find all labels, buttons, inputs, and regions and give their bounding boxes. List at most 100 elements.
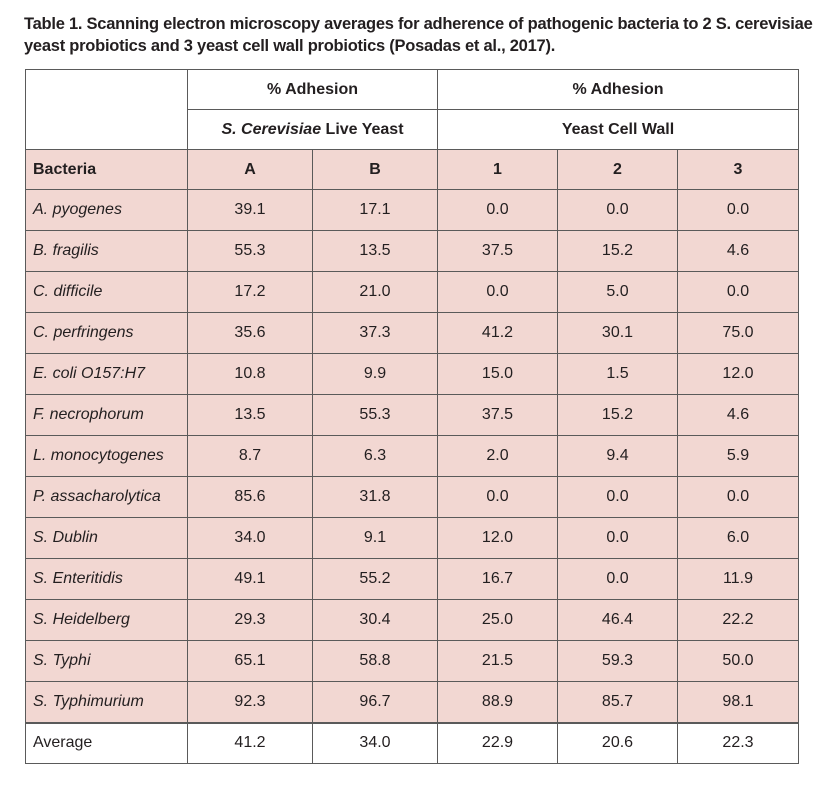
adhesion-value: 0.0 (557, 476, 678, 518)
adhesion-value: 0.0 (437, 476, 558, 518)
adhesion-value: 98.1 (677, 681, 799, 723)
adhesion-value: 37.5 (437, 394, 558, 436)
adhesion-value: 0.0 (557, 558, 678, 600)
adhesion-value: 85.6 (187, 476, 313, 518)
adhesion-value: 96.7 (312, 681, 438, 723)
adhesion-value: 0.0 (557, 189, 678, 231)
subheader-species: S. Cerevisiae (221, 120, 322, 138)
average-cell: 20.6 (557, 721, 678, 764)
bacteria-name: E. coli O157:H7 (25, 353, 188, 395)
adhesion-value: 0.0 (557, 517, 678, 559)
bacteria-name: S. Dublin (25, 517, 188, 559)
bacteria-name: A. pyogenes (25, 189, 188, 231)
adhesion-value: 92.3 (187, 681, 313, 723)
adhesion-value: 25.0 (437, 599, 558, 641)
table-row: C. perfringens 35.6 37.3 41.2 30.1 75.0 (25, 312, 799, 354)
adhesion-value: 13.5 (187, 394, 313, 436)
average-label: Average (25, 721, 188, 764)
column-header-3: 3 (677, 149, 799, 190)
adhesion-value: 39.1 (187, 189, 313, 231)
adhesion-value: 9.1 (312, 517, 438, 559)
table-row: L. monocytogenes 8.7 6.3 2.0 9.4 5.9 (25, 435, 799, 477)
adhesion-value: 4.6 (677, 230, 799, 272)
adhesion-value: 13.5 (312, 230, 438, 272)
adhesion-value: 30.4 (312, 599, 438, 641)
column-header-2: 2 (557, 149, 678, 190)
adhesion-value: 0.0 (437, 271, 558, 313)
table-row: F. necrophorum 13.5 55.3 37.5 15.2 4.6 (25, 394, 799, 436)
average-cell: 22.3 (677, 721, 799, 764)
adhesion-value: 2.0 (437, 435, 558, 477)
adhesion-value: 0.0 (437, 189, 558, 231)
table-row: A. pyogenes 39.1 17.1 0.0 0.0 0.0 (25, 189, 799, 231)
adhesion-value: 16.7 (437, 558, 558, 600)
table-row: S. Heidelberg 29.3 30.4 25.0 46.4 22.2 (25, 599, 799, 641)
group-header-live-yeast: % Adhesion (187, 69, 438, 110)
bacteria-name: C. perfringens (25, 312, 188, 354)
bacteria-name: S. Typhi (25, 640, 188, 682)
adhesion-value: 8.7 (187, 435, 313, 477)
average-cell: 41.2 (187, 721, 313, 764)
bacteria-name: S. Enteritidis (25, 558, 188, 600)
subheader-cell-wall: Yeast Cell Wall (437, 109, 799, 150)
adhesion-value: 9.9 (312, 353, 438, 395)
adhesion-value: 4.6 (677, 394, 799, 436)
table-row: E. coli O157:H7 10.8 9.9 15.0 1.5 12.0 (25, 353, 799, 395)
table-row: C. difficile 17.2 21.0 0.0 5.0 0.0 (25, 271, 799, 313)
adhesion-value: 12.0 (677, 353, 799, 395)
subheader-live-yeast-label: Live Yeast (321, 120, 404, 138)
adhesion-value: 46.4 (557, 599, 678, 641)
bacteria-name: S. Typhimurium (25, 681, 188, 723)
group-header-cell-wall: % Adhesion (437, 69, 799, 110)
adhesion-value: 85.7 (557, 681, 678, 723)
adhesion-value: 31.8 (312, 476, 438, 518)
adhesion-value: 55.2 (312, 558, 438, 600)
table-row: S. Typhimurium 92.3 96.7 88.9 85.7 98.1 (25, 681, 799, 723)
column-header-bacteria: Bacteria (25, 149, 188, 190)
adhesion-value: 15.2 (557, 230, 678, 272)
adhesion-value: 21.0 (312, 271, 438, 313)
adhesion-value: 34.0 (187, 517, 313, 559)
adhesion-value: 17.2 (187, 271, 313, 313)
table-row: P. assacharolytica 85.6 31.8 0.0 0.0 0.0 (25, 476, 799, 518)
column-header-1: 1 (437, 149, 558, 190)
bacteria-name: S. Heidelberg (25, 599, 188, 641)
average-cell: 34.0 (312, 721, 438, 764)
column-header-b: B (312, 149, 438, 190)
adhesion-value: 0.0 (677, 189, 799, 231)
adhesion-value: 12.0 (437, 517, 558, 559)
adhesion-value: 37.3 (312, 312, 438, 354)
adhesion-value: 30.1 (557, 312, 678, 354)
adhesion-value: 41.2 (437, 312, 558, 354)
adhesion-value: 6.3 (312, 435, 438, 477)
adhesion-value: 88.9 (437, 681, 558, 723)
adhesion-value: 37.5 (437, 230, 558, 272)
adhesion-value: 50.0 (677, 640, 799, 682)
adhesion-value: 21.5 (437, 640, 558, 682)
table-row: S. Enteritidis 49.1 55.2 16.7 0.0 11.9 (25, 558, 799, 600)
bacteria-name: L. monocytogenes (25, 435, 188, 477)
bacteria-name: F. necrophorum (25, 394, 188, 436)
adhesion-value: 58.8 (312, 640, 438, 682)
adhesion-value: 35.6 (187, 312, 313, 354)
adhesion-value: 1.5 (557, 353, 678, 395)
adhesion-value: 0.0 (677, 271, 799, 313)
adhesion-value: 5.0 (557, 271, 678, 313)
adhesion-value: 15.0 (437, 353, 558, 395)
adhesion-value: 65.1 (187, 640, 313, 682)
table-caption: Table 1. Scanning electron microscopy av… (24, 15, 813, 55)
adhesion-value: 15.2 (557, 394, 678, 436)
adhesion-value: 10.8 (187, 353, 313, 395)
table-row: S. Dublin 34.0 9.1 12.0 0.0 6.0 (25, 517, 799, 559)
table-row: S. Typhi 65.1 58.8 21.5 59.3 50.0 (25, 640, 799, 682)
average-row: Average 41.2 34.0 22.9 20.6 22.3 (25, 721, 799, 764)
bacteria-name: P. assacharolytica (25, 476, 188, 518)
average-cell: 22.9 (437, 721, 558, 764)
adhesion-value: 6.0 (677, 517, 799, 559)
column-header-a: A (187, 149, 313, 190)
adhesion-value: 59.3 (557, 640, 678, 682)
adhesion-value: 0.0 (677, 476, 799, 518)
table-body: A. pyogenes 39.1 17.1 0.0 0.0 0.0 B. fragilis 5… (25, 189, 799, 723)
adhesion-value: 17.1 (312, 189, 438, 231)
adhesion-value: 22.2 (677, 599, 799, 641)
